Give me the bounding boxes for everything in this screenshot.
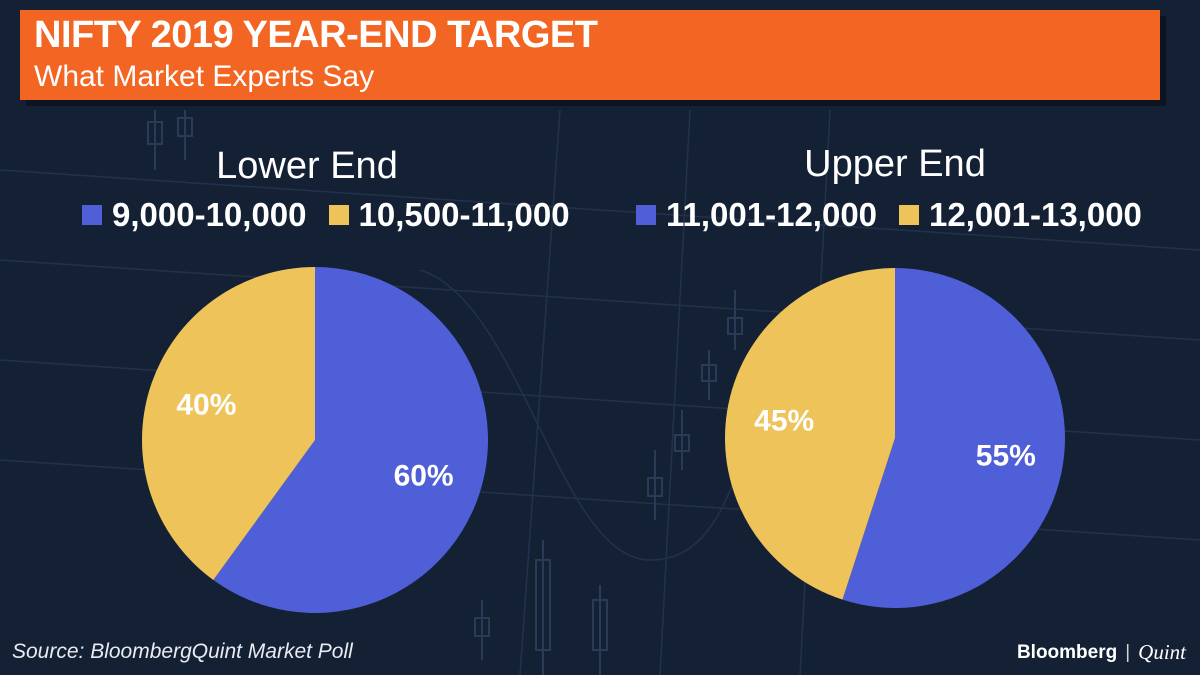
chart-title-lower-end: Lower End [216,145,398,187]
legend-item: 12,001-13,000 [899,196,1142,234]
data-label: 55% [976,440,1036,473]
legend-swatch [82,205,102,225]
brand-logo: Bloomberg | Quint [1017,640,1186,665]
legend-item: 9,000-10,000 [82,196,307,234]
data-label: 40% [176,389,236,422]
legend-swatch [328,205,349,225]
header-banner: NIFTY 2019 YEAR-END TARGET What Market E… [20,10,1160,100]
page-title: NIFTY 2019 YEAR-END TARGET [34,14,598,56]
legend-lower-end: 9,000-10,000 10,500-11,000 [82,196,592,234]
legend-upper-end: 11,001-12,000 12,001-13,000 [636,196,1164,234]
source-note: Source: BloombergQuint Market Poll [12,640,353,663]
chart-title-upper-end: Upper End [804,143,986,185]
page-subtitle: What Market Experts Say [34,60,375,93]
legend-swatch [636,205,656,225]
legend-label: 9,000-10,000 [112,196,307,233]
pie-chart-lower-end: 60% 40% [142,267,489,613]
pie-slice-9,000-10,000 [213,267,489,613]
legend-label: 12,001-13,000 [929,196,1142,233]
legend-item: 11,001-12,000 [636,196,877,234]
pie-slice-11,001-12,000 [842,268,1065,608]
data-label: 60% [394,459,454,492]
pie-slice-12,001-13,000 [725,268,895,600]
legend-swatch [899,205,920,225]
legend-label: 11,001-12,000 [666,196,878,233]
legend-label: 10,500-11,000 [358,196,570,233]
data-label: 45% [754,404,814,437]
pie-slice-10,500-11,000 [142,267,315,580]
brand-separator: | [1125,641,1131,663]
legend-item: 10,500-11,000 [328,196,570,234]
brand-quint: Quint [1138,640,1186,664]
pie-chart-upper-end: 55% 45% [725,268,1065,608]
brand-bloomberg: Bloomberg [1016,641,1118,663]
